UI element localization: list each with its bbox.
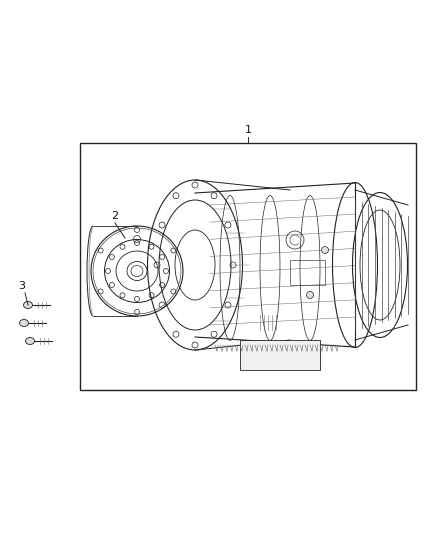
Bar [240,340,320,370]
Text: 3: 3 [18,281,25,291]
Ellipse shape [20,319,28,327]
Ellipse shape [321,246,328,254]
Ellipse shape [25,337,35,344]
Text: 2: 2 [111,211,119,221]
Bar [80,143,416,390]
Text: 1: 1 [244,125,251,135]
Ellipse shape [307,292,314,298]
Ellipse shape [24,302,32,309]
Bar [290,260,325,285]
